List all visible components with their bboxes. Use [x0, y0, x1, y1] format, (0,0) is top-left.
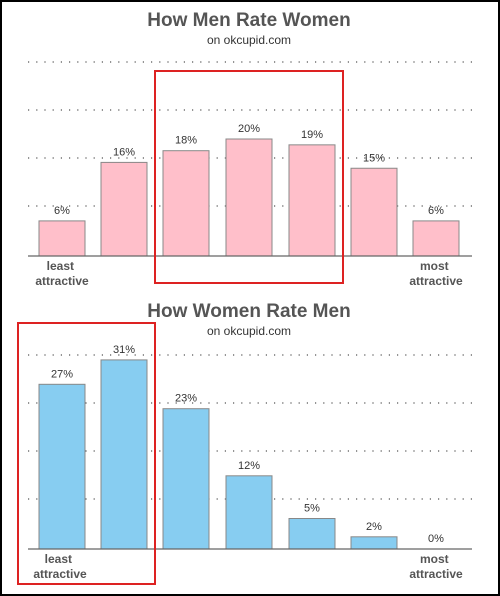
value-label: 15% — [363, 152, 385, 164]
x-end-label-left: least attractive — [35, 259, 89, 288]
bar — [225, 475, 273, 550]
value-label: 20% — [238, 123, 260, 135]
value-label: 16% — [113, 146, 135, 158]
chart-men-rate-women: How Men Rate Women on okcupid.com 6% 16% 1… — [28, 10, 472, 288]
value-label: 19% — [301, 129, 323, 141]
chart-title: How Women Rate Men — [147, 301, 350, 322]
bar — [100, 359, 148, 550]
value-label: 0% — [428, 533, 444, 545]
value-label: 5% — [304, 503, 320, 515]
bar — [162, 150, 210, 257]
x-end-label-right: most attractive — [409, 259, 463, 288]
chart-subtitle: on okcupid.com — [207, 33, 291, 47]
bars — [38, 138, 460, 257]
bar — [38, 383, 86, 550]
value-label: 2% — [366, 521, 382, 533]
bar — [350, 167, 398, 257]
chart-women-rate-men: How Women Rate Men on okcupid.com 27% 31%… — [17, 301, 472, 585]
bar — [38, 220, 86, 257]
chart-subtitle: on okcupid.com — [207, 324, 291, 338]
value-labels: 27% 31% 23% 12% 5% 2% 0% — [51, 344, 444, 545]
bar — [412, 220, 460, 257]
value-labels: 6% 16% 18% 20% 19% 15% 6% — [54, 123, 444, 217]
bar — [225, 138, 273, 257]
value-label: 27% — [51, 368, 73, 380]
x-end-label-left: least attractive — [33, 552, 87, 581]
bar — [162, 408, 210, 550]
bar — [350, 536, 398, 550]
highlight-box — [17, 322, 156, 585]
value-label: 23% — [175, 393, 197, 405]
x-end-label-right: most attractive — [409, 552, 463, 581]
chart-title: How Men Rate Women — [147, 10, 350, 31]
value-label: 6% — [428, 205, 444, 217]
highlight-box — [154, 70, 344, 284]
value-label: 12% — [238, 460, 260, 472]
value-label: 18% — [175, 135, 197, 147]
bar — [288, 144, 336, 257]
bars — [38, 359, 398, 550]
bar — [288, 518, 336, 550]
bar — [100, 161, 148, 257]
value-label: 31% — [113, 344, 135, 356]
value-label: 6% — [54, 205, 70, 217]
